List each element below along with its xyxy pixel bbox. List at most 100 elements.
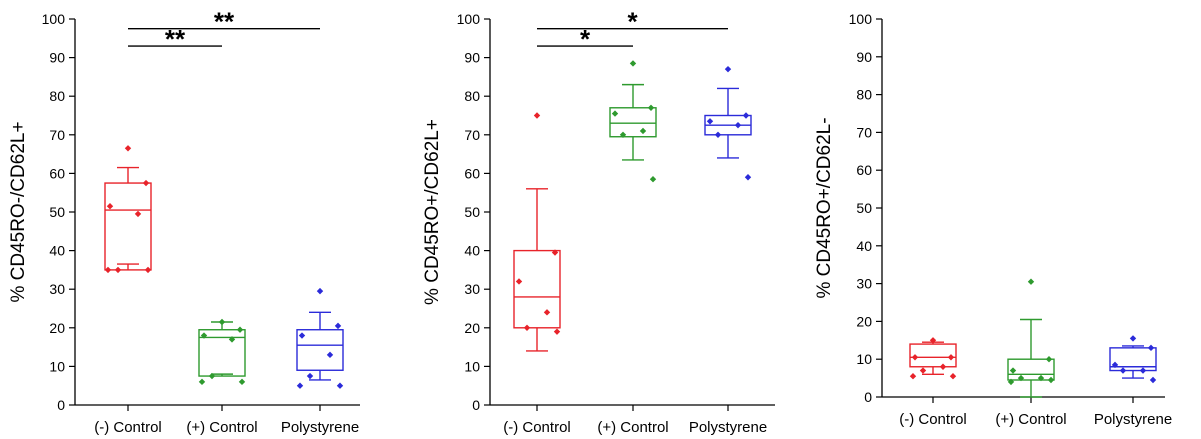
y-tick-label: 100 <box>42 11 66 27</box>
data-point <box>1007 378 1015 386</box>
data-point <box>929 337 937 344</box>
y-axis-label: % CD45RO-/CD62L+ <box>8 121 29 302</box>
y-tick-label: 60 <box>464 165 480 181</box>
data-point <box>744 174 752 181</box>
x-tick-label: (-) Control <box>94 419 162 436</box>
y-tick-label: 0 <box>864 389 872 405</box>
data-point <box>647 104 655 111</box>
data-point <box>1017 374 1025 382</box>
y-tick-label: 50 <box>49 204 65 220</box>
data-point <box>706 118 714 125</box>
data-point <box>619 131 627 138</box>
data-point <box>533 112 541 119</box>
y-tick-label: 90 <box>464 50 480 66</box>
data-point <box>939 363 947 370</box>
y-tick-label: 30 <box>464 281 480 297</box>
box-group-neg <box>909 337 957 380</box>
y-tick-label: 20 <box>49 320 65 336</box>
data-point <box>742 112 750 119</box>
box-group-pos <box>609 60 657 183</box>
box <box>513 249 561 329</box>
y-tick-label: 80 <box>49 88 65 104</box>
y-tick-label: 50 <box>856 200 872 216</box>
x-tick-label: (-) Control <box>503 419 571 436</box>
data-point <box>298 332 306 339</box>
chart-panel-cd45ro-neg-cd62l-pos: % CD45RO-/CD62L+ 0 10 20 30 40 50 60 70 80 90 100 (… <box>8 7 360 436</box>
y-tick-label: 30 <box>49 281 65 297</box>
data-point <box>104 266 112 274</box>
chart-panel-cd45ro-pos-cd62l-pos: % CD45RO+/CD62L+ 0 10 20 30 40 50 60 70 80 90 100 (… <box>422 7 775 436</box>
data-point <box>639 127 647 135</box>
data-point <box>134 210 142 218</box>
data-point <box>553 328 561 335</box>
x-tick-label: Polystyrene <box>689 419 767 436</box>
y-tick-label: 80 <box>856 87 872 103</box>
box-group-neg <box>104 145 152 274</box>
box-group-poly <box>296 287 344 389</box>
y-tick-label: 70 <box>49 127 65 143</box>
data-point <box>1111 361 1119 369</box>
y-tick-label: 80 <box>464 88 480 104</box>
data-point <box>1147 344 1155 352</box>
data-point <box>523 324 531 331</box>
data-point <box>543 309 551 316</box>
box-group-neg <box>513 112 561 352</box>
data-point <box>336 382 344 389</box>
data-point <box>228 336 236 343</box>
box <box>296 329 344 371</box>
significance-label: * <box>627 7 638 37</box>
data-point <box>1129 335 1137 342</box>
data-point <box>1009 367 1017 374</box>
data-point <box>1045 356 1053 363</box>
data-point <box>909 373 917 380</box>
significance-label: * <box>580 24 591 54</box>
y-tick-label: 10 <box>49 358 65 374</box>
data-point <box>1119 367 1127 374</box>
significance-label: ** <box>214 7 235 37</box>
data-point <box>124 145 132 152</box>
box-group-pos <box>198 318 246 386</box>
y-tick-label: 40 <box>856 238 872 254</box>
data-point <box>911 354 919 361</box>
data-point <box>296 382 304 389</box>
y-axis-label: % CD45RO+/CD62L+ <box>422 119 443 305</box>
box <box>609 107 657 138</box>
data-point <box>316 287 324 295</box>
y-tick-label: 100 <box>849 11 873 27</box>
data-point <box>919 367 927 374</box>
data-point <box>334 322 342 330</box>
data-point <box>551 249 559 256</box>
x-tick-label: (+) Control <box>597 419 668 436</box>
data-point <box>1139 367 1147 374</box>
y-tick-label: 0 <box>57 397 65 413</box>
data-point <box>238 378 246 386</box>
data-point <box>306 372 314 380</box>
y-tick-label: 70 <box>856 124 872 140</box>
y-axis-label: % CD45RO+/CD62L- <box>814 117 835 298</box>
x-tick-label: (+) Control <box>186 419 257 436</box>
y-tick-label: 0 <box>472 397 480 413</box>
x-tick-label: (-) Control <box>899 411 967 428</box>
data-point <box>208 372 216 380</box>
box <box>909 343 957 368</box>
x-tick-label: Polystyrene <box>281 419 359 436</box>
y-tick-label: 30 <box>856 276 872 292</box>
data-point <box>114 266 122 274</box>
data-point <box>724 65 732 73</box>
box-group-poly <box>704 65 752 181</box>
y-tick-label: 70 <box>464 127 480 143</box>
data-point <box>144 266 152 274</box>
y-tick-label: 60 <box>49 165 65 181</box>
y-tick-label: 100 <box>457 11 481 27</box>
y-tick-label: 10 <box>464 358 480 374</box>
data-point <box>198 378 206 386</box>
box <box>1109 347 1157 372</box>
y-tick-label: 20 <box>856 313 872 329</box>
box <box>1007 358 1055 381</box>
y-tick-label: 60 <box>856 162 872 178</box>
data-point <box>106 203 114 210</box>
box-group-pos <box>1007 278 1055 398</box>
y-tick-label: 20 <box>464 320 480 336</box>
data-point <box>200 332 208 339</box>
